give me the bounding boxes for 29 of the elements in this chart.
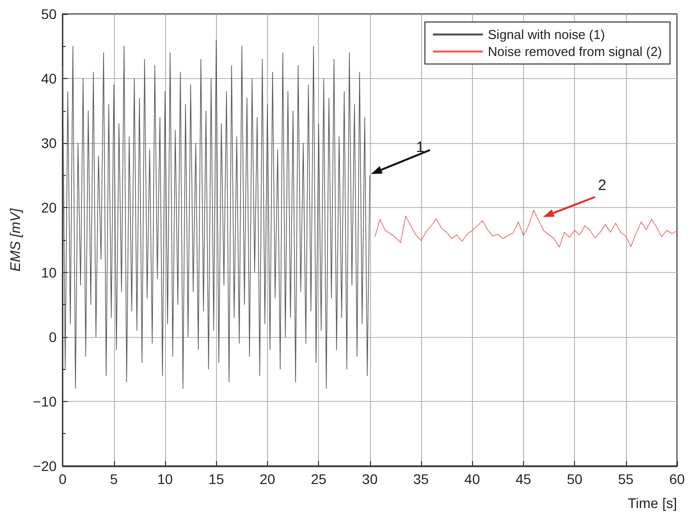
x-tick-label: 50 bbox=[566, 471, 583, 487]
y-tick-label: 20 bbox=[41, 200, 57, 216]
y-tick-label: −20 bbox=[32, 458, 57, 474]
y-tick-label: 0 bbox=[48, 328, 57, 345]
line-series bbox=[62, 39, 370, 389]
x-tick-label: 60 bbox=[669, 471, 685, 487]
y-axis-title: EMS [mV] bbox=[7, 207, 23, 272]
x-tick-label: 5 bbox=[110, 471, 118, 487]
y-tick-label: 40 bbox=[41, 70, 57, 87]
y-tick-label: −10 bbox=[32, 393, 57, 410]
x-axis-title: Time [s] bbox=[628, 495, 677, 511]
x-tick-label: 45 bbox=[516, 471, 532, 487]
legend-label: Noise removed from signal (2) bbox=[488, 44, 662, 59]
x-tick-label: 0 bbox=[58, 471, 67, 487]
annotation: 1 bbox=[416, 139, 424, 156]
x-tick-label: 55 bbox=[618, 471, 634, 487]
y-tick-label: 50 bbox=[41, 6, 57, 22]
y-tick-label: 30 bbox=[41, 135, 57, 152]
x-tick-label: 10 bbox=[157, 471, 174, 487]
x-tick-label: 15 bbox=[208, 471, 224, 487]
legend-label: Signal with noise (1) bbox=[488, 27, 605, 42]
x-tick-label: 25 bbox=[310, 471, 327, 487]
x-tick-label: 20 bbox=[260, 471, 276, 487]
x-tick-label: 35 bbox=[413, 471, 430, 487]
y-tick-label: 10 bbox=[41, 264, 57, 280]
annotation: 2 bbox=[598, 177, 606, 194]
x-tick-label: 30 bbox=[362, 471, 378, 487]
x-tick-label: 40 bbox=[464, 471, 480, 487]
line-series bbox=[374, 210, 678, 248]
